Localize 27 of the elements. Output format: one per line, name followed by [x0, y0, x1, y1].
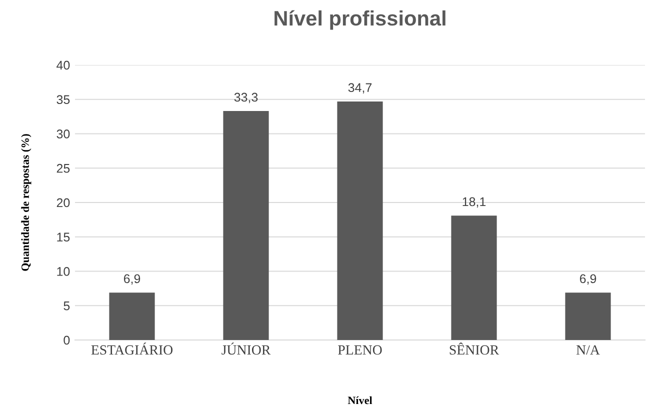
- bar: [109, 292, 155, 340]
- x-tick-label: ESTAGIÁRIO: [91, 342, 173, 355]
- data-label: 33,3: [234, 92, 258, 104]
- y-tick-label: 0: [64, 336, 70, 345]
- y-tick-label: 5: [64, 302, 70, 310]
- bar: [337, 101, 383, 340]
- x-axis-title: Nível: [348, 396, 372, 404]
- y-tick-label: 30: [56, 130, 70, 138]
- bar: [565, 292, 611, 340]
- data-label: 18,1: [462, 197, 486, 208]
- bar: [223, 111, 269, 340]
- data-label: 6,9: [124, 274, 140, 285]
- y-tick-label: 10: [57, 267, 70, 276]
- y-tick-label: 40: [56, 60, 70, 70]
- chart-title: Nível profissional: [274, 10, 446, 30]
- y-tick-label: 20: [56, 198, 70, 208]
- bar: [451, 216, 497, 340]
- x-tick-label: SÊNIOR: [450, 342, 500, 355]
- data-label: 34,7: [348, 83, 372, 94]
- y-tick-label: 25: [56, 164, 70, 173]
- y-axis-title: Quantidade de respostas (%): [21, 134, 32, 271]
- x-tick-label: JÚNIOR: [222, 342, 271, 355]
- y-tick-label: 35: [56, 95, 70, 104]
- x-tick-label: N/A: [576, 345, 600, 355]
- x-tick-label: PLENO: [338, 345, 382, 355]
- y-tick-label: 15: [57, 232, 70, 242]
- data-label: 6,9: [580, 274, 596, 285]
